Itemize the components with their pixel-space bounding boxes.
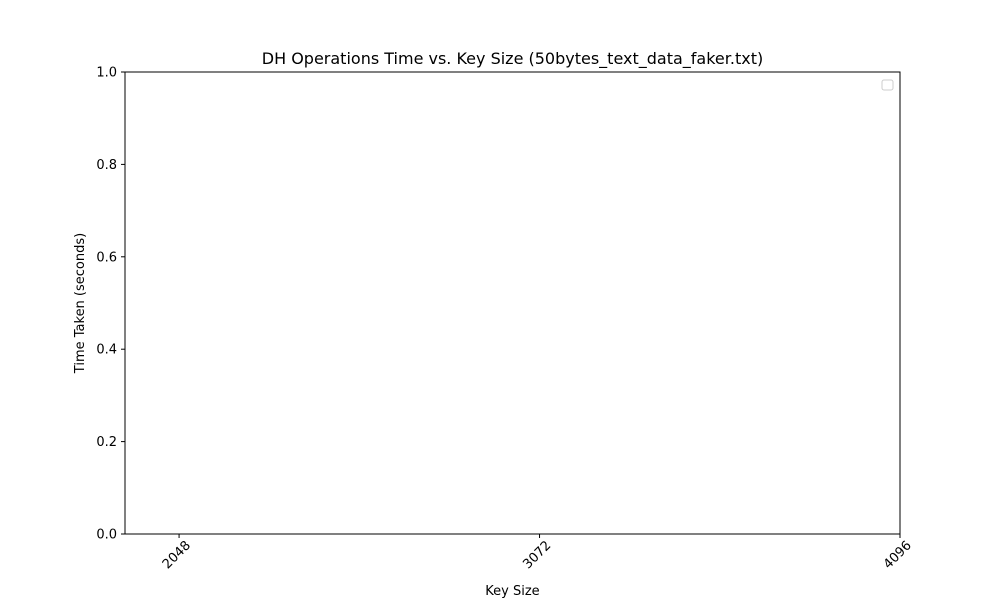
y-tick-label: 0.6 (96, 250, 117, 265)
y-axis: 0.0 0.2 0.4 0.6 0.8 1.0 (96, 66, 125, 543)
y-tick-label: 1.0 (96, 66, 117, 81)
x-axis-label: Key Size (485, 584, 539, 599)
y-tick-label: 0.4 (96, 343, 117, 358)
legend-box (881, 79, 894, 91)
y-tick-label: 0.8 (96, 158, 117, 173)
plot-frame (124, 71, 901, 535)
legend (881, 79, 894, 91)
y-axis-label: Time Taken (seconds) (73, 233, 88, 374)
y-tick-label: 0.2 (96, 435, 117, 450)
chart-title: DH Operations Time vs. Key Size (50bytes… (262, 49, 763, 69)
y-tick-label: 0.0 (96, 528, 117, 543)
